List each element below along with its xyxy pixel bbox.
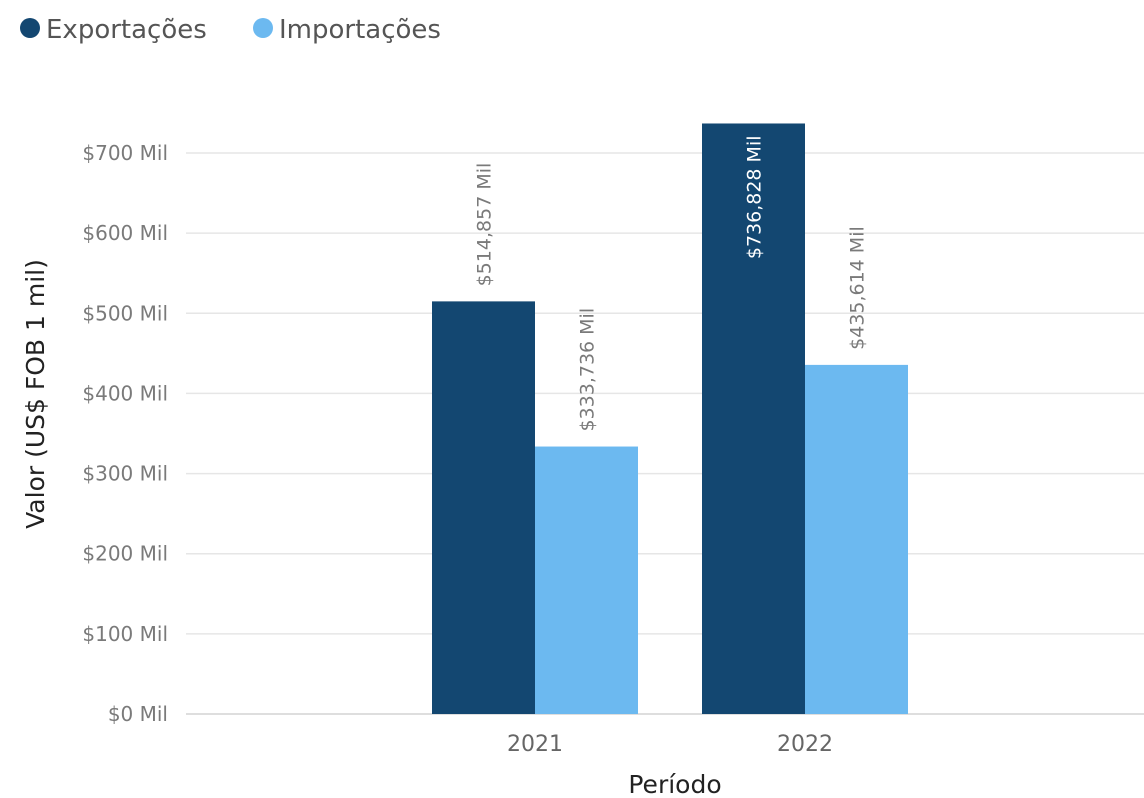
y-axis-ticks: $0 Mil $100 Mil $200 Mil $300 Mil $400 Mil $5… bbox=[82, 141, 168, 726]
legend-label: Exportações bbox=[46, 15, 207, 45]
data-label: $514,857 Mil bbox=[474, 163, 496, 287]
data-label: $736,828 Mil bbox=[744, 135, 766, 259]
y-tick-label: $700 Mil bbox=[82, 141, 168, 165]
y-tick-label: $0 Mil bbox=[108, 702, 168, 726]
legend: Exportações Importações bbox=[20, 15, 441, 45]
x-tick-label: 2021 bbox=[507, 732, 563, 757]
data-labels: $514,857 Mil $333,736 Mil $736,828 Mil $435… bbox=[474, 135, 869, 431]
y-axis-title: Valor (US$ FOB 1 mil) bbox=[21, 259, 50, 529]
legend-label: Importações bbox=[279, 15, 441, 45]
bar-importacoes-2022 bbox=[805, 364, 908, 714]
x-tick-label: 2022 bbox=[777, 732, 833, 757]
data-label: $435,614 Mil bbox=[847, 226, 869, 350]
y-tick-label: $500 Mil bbox=[82, 301, 168, 325]
bar-importacoes-2021 bbox=[535, 446, 638, 714]
bars bbox=[432, 123, 908, 714]
bar-exportacoes-2022 bbox=[702, 123, 805, 714]
bar-exportacoes-2021 bbox=[432, 301, 535, 714]
y-tick-label: $200 Mil bbox=[82, 542, 168, 566]
legend-marker bbox=[253, 18, 273, 38]
x-axis-title: Período bbox=[628, 770, 721, 798]
y-tick-label: $400 Mil bbox=[82, 381, 168, 405]
data-label: $333,736 Mil bbox=[577, 308, 599, 432]
y-tick-label: $100 Mil bbox=[82, 622, 168, 646]
legend-marker bbox=[20, 18, 40, 38]
y-tick-label: $300 Mil bbox=[82, 462, 168, 486]
gridlines bbox=[186, 152, 1144, 715]
x-axis-ticks: 2021 2022 bbox=[507, 732, 833, 757]
y-tick-label: $600 Mil bbox=[82, 221, 168, 245]
